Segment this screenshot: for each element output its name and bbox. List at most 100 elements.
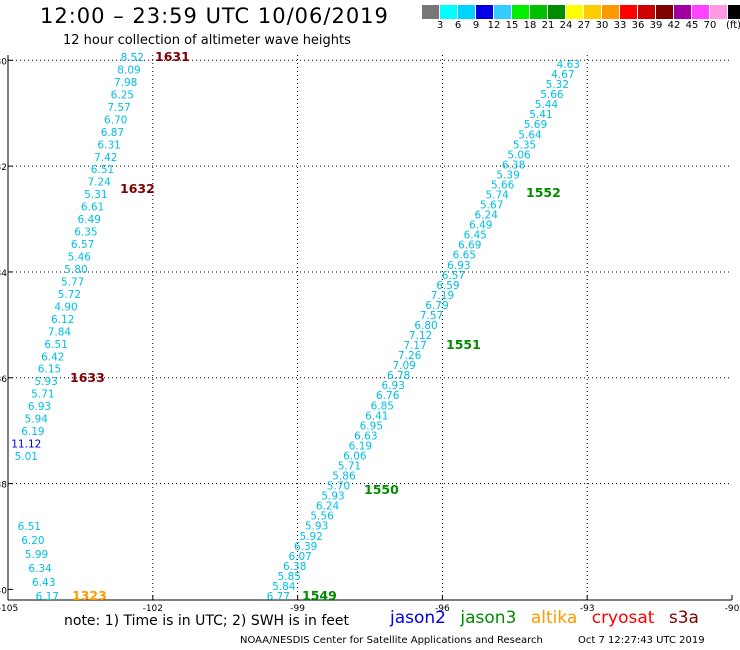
jason3-swh-label: 6.39: [294, 541, 317, 553]
timestamp-text: Oct 7 12:27:43 UTC 2019: [578, 635, 705, 646]
legend-swatches: [422, 5, 740, 19]
lon-label: -93: [580, 604, 595, 614]
legend-label: 9: [472, 20, 480, 31]
jason3-swh-label: 6.38: [502, 159, 525, 171]
map-grid: [8, 55, 732, 600]
axis-labels: -30 -32 -34 -36 -38 -40 -105 -102 -99 -96 -93 -90: [0, 57, 740, 614]
legend-swatch: [728, 5, 740, 19]
cryosat-swh-label: 7.42: [94, 152, 117, 164]
legend-swatch: [710, 5, 728, 19]
jason3-swh-label: 4.63: [557, 59, 580, 71]
cryosat-swh-label: 11.12: [11, 439, 41, 451]
satellite-key-jason2: jason2: [390, 608, 446, 628]
satellite-key-s3a: s3a: [668, 608, 699, 628]
legend-label: 18: [523, 20, 537, 31]
altika-swh-label: 6.51: [18, 521, 41, 533]
legend-label: 21: [541, 20, 555, 31]
cryosat-swh-label: 5.31: [84, 189, 107, 201]
jason3-swh-label: 5.44: [535, 99, 559, 111]
jason3-swh-label: 5.86: [332, 471, 356, 483]
jason3-swh-label: 5.93: [305, 521, 328, 533]
legend-label: 45: [685, 20, 699, 31]
jason3-swh-label: 7.26: [398, 350, 422, 362]
cryosat-swh-label: 6.25: [111, 89, 134, 101]
jason3-swh-label: 6.85: [371, 400, 394, 412]
legend-label: 70: [703, 20, 717, 31]
cryosat-swh-label: 7.24: [87, 177, 111, 189]
cryosat-swh-label: 5.46: [68, 252, 92, 264]
cryosat-swh-label: 6.93: [28, 401, 51, 413]
jason3-swh-label: 5.56: [310, 511, 334, 523]
cryosat-swh-label: 8.09: [117, 64, 140, 76]
legend-swatch: [638, 5, 656, 19]
note-text: note: 1) Time is in UTC; 2) SWH is in fe…: [64, 613, 350, 629]
jason3-swh-label: 5.66: [540, 89, 564, 101]
jason3-swh-label: 6.38: [283, 561, 306, 573]
map-frame: [7, 55, 733, 601]
jason3-swh-label: 6.80: [414, 320, 437, 332]
legend-swatch: [422, 5, 440, 19]
lat-label: -32: [0, 163, 7, 173]
cryosat-swh-label: 4.90: [54, 301, 77, 313]
color-legend: 3 6 9 12 15 18 21 24 27 30 33 36 39 42 45 70 (ft): [422, 5, 740, 33]
legend-label: 3: [436, 20, 444, 31]
altika-swh-label: 5.99: [25, 549, 48, 561]
cryosat-swh-label: 6.15: [38, 364, 61, 376]
jason3-swh-label: 5.92: [299, 531, 322, 543]
jason3-swh-label: 5.71: [338, 461, 361, 473]
credit-text: NOAA/NESDIS Center for Satellite Applica…: [240, 635, 543, 646]
jason3-time-label: 1551: [446, 337, 481, 352]
jason3-swh-label: 5.69: [524, 119, 547, 131]
jason3-swh-label: 6.59: [436, 280, 459, 292]
legend-unit: (ft): [726, 20, 740, 31]
jason3-time-label: 1552: [526, 185, 561, 200]
legend-label: 36: [631, 20, 645, 31]
lon-label: -102: [143, 604, 163, 614]
cryosat-time-label: 1632: [120, 181, 155, 196]
jason3-swh-label: 6.77: [267, 591, 290, 603]
jason3-swh-label: 5.64: [518, 129, 542, 141]
legend-swatch: [476, 5, 494, 19]
jason3-time-label: 1550: [364, 482, 399, 497]
jason3-swh-label: 6.63: [354, 430, 377, 442]
jason3-swh-label: 6.57: [442, 270, 465, 282]
jason3-swh-label: 5.85: [278, 571, 301, 583]
legend-label: 12: [487, 20, 501, 31]
altika-swh-label: 6.20: [21, 535, 44, 547]
cryosat-swh-label: 8.52: [121, 52, 144, 64]
jason3-swh-label: 5.66: [491, 179, 515, 191]
lat-label: -40: [0, 586, 7, 596]
altika-swh-label: 6.34: [28, 563, 52, 575]
jason3-swh-label: 6.79: [425, 300, 448, 312]
lat-label: -36: [0, 375, 7, 385]
cryosat-swh-label: 7.98: [114, 77, 137, 89]
cryosat-swh-label: 6.51: [91, 164, 114, 176]
altika-time-label: 1323: [72, 588, 107, 603]
jason3-swh-label: 5.93: [321, 491, 344, 503]
cryosat-swh-label: 7.84: [48, 326, 72, 338]
legend-swatch: [602, 5, 620, 19]
altika-swh-label: 6.43: [32, 577, 55, 589]
jason3-swh-label: 6.41: [365, 410, 388, 422]
cryosat-swh-label: 5.01: [15, 451, 38, 463]
cryosat-swh-label: 5.93: [34, 376, 57, 388]
map-title: 12:00 – 23:59 UTC 10/06/2019: [40, 4, 389, 28]
legend-swatch: [692, 5, 710, 19]
cryosat-swh-label: 6.42: [41, 351, 64, 363]
cryosat-swh-label: 6.57: [71, 239, 94, 251]
lat-label: -30: [0, 57, 7, 67]
legend-swatch: [494, 5, 512, 19]
jason3-swh-label: 6.78: [387, 370, 410, 382]
jason3-swh-label: 5.67: [480, 200, 503, 212]
legend-label: 15: [505, 20, 519, 31]
legend-label: 33: [613, 20, 627, 31]
satellite-key: jason2 jason3 altika cryosat s3a: [390, 608, 708, 628]
cryosat-swh-label: 6.31: [97, 139, 120, 151]
satellite-key-cryosat: cryosat: [591, 608, 655, 628]
cryosat-swh-label: 6.51: [44, 339, 67, 351]
legend-label: 39: [649, 20, 663, 31]
cryosat-swh-label: 5.94: [25, 414, 49, 426]
cryosat-swh-label: 6.87: [101, 127, 124, 139]
jason3-swh-label: 6.49: [469, 220, 492, 232]
jason3-swh-label: 5.35: [513, 139, 536, 151]
